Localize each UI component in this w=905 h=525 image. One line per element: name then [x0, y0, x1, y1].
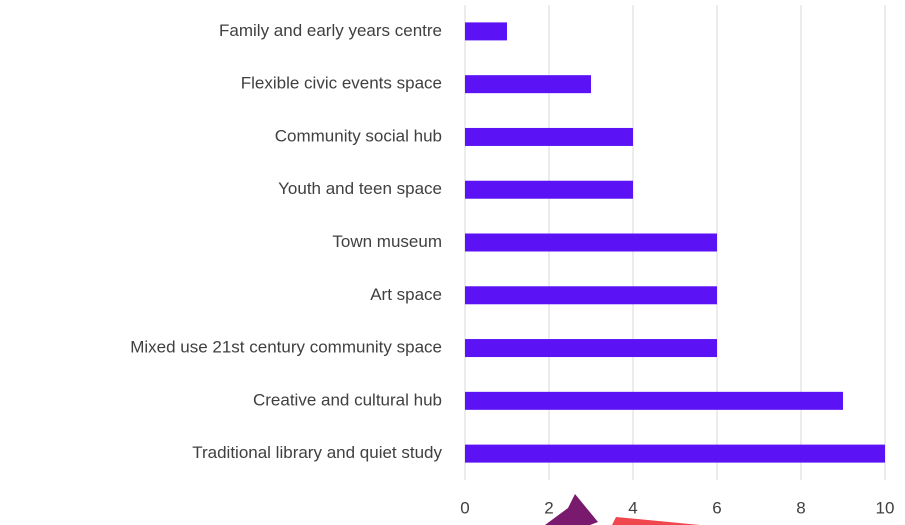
bar: [465, 127, 633, 146]
bar: [465, 180, 633, 199]
bar: [465, 233, 717, 252]
bar: [465, 444, 885, 463]
x-tick-label: 4: [628, 498, 637, 517]
y-tick-label: Community social hub: [275, 126, 442, 145]
x-tick-label: 10: [876, 498, 895, 517]
bar: [465, 339, 717, 358]
bar: [465, 286, 717, 305]
y-tick-label: Mixed use 21st century community space: [130, 338, 442, 357]
y-tick-label: Traditional library and quiet study: [192, 443, 442, 462]
y-tick-label: Family and early years centre: [219, 21, 442, 40]
y-tick-label: Art space: [370, 285, 442, 304]
y-tick-label: Creative and cultural hub: [253, 390, 442, 409]
x-tick-label: 6: [712, 498, 721, 517]
x-tick-label: 8: [796, 498, 805, 517]
x-tick-label: 0: [460, 498, 469, 517]
x-tick-label: 2: [544, 498, 553, 517]
bar: [465, 391, 843, 410]
decoration: [612, 517, 700, 525]
bar: [465, 75, 591, 94]
y-tick-label: Youth and teen space: [278, 179, 442, 198]
y-tick-label: Flexible civic events space: [241, 74, 442, 93]
y-tick-label: Town museum: [332, 232, 442, 251]
bar: [465, 22, 507, 41]
decoration: [545, 494, 598, 525]
